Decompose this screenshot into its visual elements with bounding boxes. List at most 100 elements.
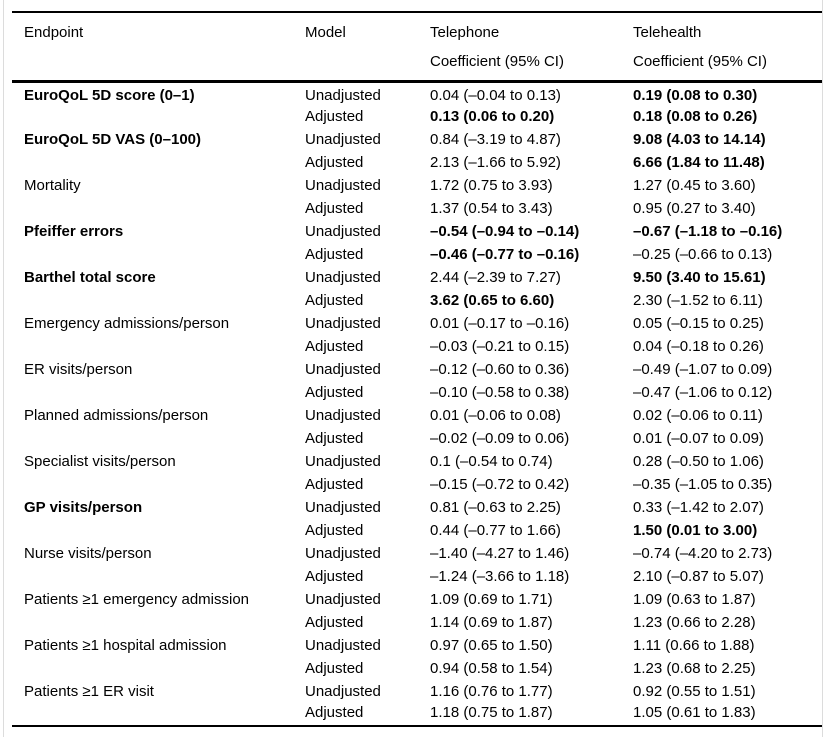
endpoint-cell: Specialist visits/person xyxy=(24,452,176,470)
telehealth-coefficient-cell: –0.47 (–1.06 to 0.12) xyxy=(633,383,773,401)
telephone-coefficient-cell: 1.16 (0.76 to 1.77) xyxy=(430,682,553,700)
table-row: Emergency admissions/person Unadjusted 0.0… xyxy=(12,312,822,335)
table-figure-frame: Endpoint Model Telephone Telehealth Coef… xyxy=(3,0,823,737)
table-row: Adjusted –0.15 (–0.72 to 0.42) –0.35 (–1.0… xyxy=(12,473,822,496)
telehealth-coefficient-cell: 1.09 (0.63 to 1.87) xyxy=(633,590,756,608)
endpoint-cell xyxy=(12,381,305,404)
telephone-coefficient-cell: 0.94 (0.58 to 1.54) xyxy=(430,659,553,677)
telehealth-coefficient-cell: –0.35 (–1.05 to 0.35) xyxy=(633,475,773,493)
model-cell: Adjusted xyxy=(305,337,364,355)
telehealth-coefficient-cell: 1.50 (0.01 to 3.00) xyxy=(633,521,758,539)
col-header-endpoint: Endpoint xyxy=(12,11,305,41)
endpoint-cell xyxy=(12,151,305,174)
model-cell: Unadjusted xyxy=(305,590,381,608)
table-row: EuroQoL 5D VAS (0–100) Unadjusted 0.84 (–3… xyxy=(12,128,822,151)
table-row: ER visits/person Unadjusted –0.12 (–0.60 t… xyxy=(12,358,822,381)
table-header: Endpoint Model Telephone Telehealth Coef… xyxy=(12,11,822,83)
model-cell: Unadjusted xyxy=(305,498,381,516)
table-row: Adjusted –1.24 (–3.66 to 1.18) 2.10 (–0.87… xyxy=(12,565,822,588)
telephone-coefficient-cell: –0.12 (–0.60 to 0.36) xyxy=(430,360,570,378)
telehealth-coefficient-cell: –0.49 (–1.07 to 0.09) xyxy=(633,360,773,378)
telephone-coefficient-cell: 0.44 (–0.77 to 1.66) xyxy=(430,521,561,539)
table-row: Patients ≥1 hospital admission Unadjusted… xyxy=(12,634,822,657)
telephone-coefficient-cell: –1.24 (–3.66 to 1.18) xyxy=(430,567,570,585)
telephone-coefficient-cell: –0.15 (–0.72 to 0.42) xyxy=(430,475,570,493)
telehealth-coefficient-cell: 0.18 (0.08 to 0.26) xyxy=(633,107,758,125)
telehealth-coefficient-cell: 1.23 (0.66 to 2.28) xyxy=(633,613,756,631)
endpoint-cell: Emergency admissions/person xyxy=(24,314,230,332)
model-cell: Adjusted xyxy=(305,475,364,493)
model-cell: Unadjusted xyxy=(305,222,381,240)
model-cell: Unadjusted xyxy=(305,176,381,194)
col-subheader-telephone-ci: Coefficient (95% CI) xyxy=(430,41,633,83)
model-cell: Unadjusted xyxy=(305,360,381,378)
telephone-coefficient-cell: 0.01 (–0.06 to 0.08) xyxy=(430,406,561,424)
model-cell: Adjusted xyxy=(305,153,364,171)
telephone-coefficient-cell: 0.81 (–0.63 to 2.25) xyxy=(430,498,561,516)
table-row: Pfeiffer errors Unadjusted –0.54 (–0.94 to… xyxy=(12,220,822,243)
endpoint-cell: Barthel total score xyxy=(24,268,156,286)
table-row: GP visits/person Unadjusted 0.81 (–0.63 to… xyxy=(12,496,822,519)
endpoint-cell: EuroQoL 5D score (0–1) xyxy=(24,86,195,104)
telehealth-coefficient-cell: 0.95 (0.27 to 3.40) xyxy=(633,199,756,217)
col-subheader-telehealth-ci: Coefficient (95% CI) xyxy=(633,41,822,83)
endpoint-cell xyxy=(12,243,305,266)
telehealth-coefficient-cell: 0.19 (0.08 to 0.30) xyxy=(633,86,758,104)
model-cell: Unadjusted xyxy=(305,86,381,104)
table-row: Adjusted 0.44 (–0.77 to 1.66) 1.50 (0.01 t… xyxy=(12,519,822,542)
endpoint-cell xyxy=(12,197,305,220)
telephone-coefficient-cell: 0.13 (0.06 to 0.20) xyxy=(430,107,555,125)
telehealth-coefficient-cell: 0.02 (–0.06 to 0.11) xyxy=(633,406,763,424)
table-row: Patients ≥1 ER visit Unadjusted 1.16 (0.76… xyxy=(12,680,822,703)
telephone-coefficient-cell: 0.01 (–0.17 to –0.16) xyxy=(430,314,570,332)
endpoint-cell xyxy=(12,657,305,680)
telehealth-coefficient-cell: –0.74 (–4.20 to 2.73) xyxy=(633,544,773,562)
telephone-coefficient-cell: 3.62 (0.65 to 6.60) xyxy=(430,291,555,309)
endpoint-cell: Patients ≥1 emergency admission xyxy=(24,590,250,608)
endpoint-cell: GP visits/person xyxy=(24,498,143,516)
table-row: Adjusted –0.46 (–0.77 to –0.16) –0.25 (–0.… xyxy=(12,243,822,266)
model-cell: Adjusted xyxy=(305,521,364,539)
table-row: Planned admissions/person Unadjusted 0.01 … xyxy=(12,404,822,427)
results-table: Endpoint Model Telephone Telehealth Coef… xyxy=(12,11,822,727)
endpoint-cell: Pfeiffer errors xyxy=(24,222,124,240)
endpoint-cell: Planned admissions/person xyxy=(24,406,209,424)
endpoint-cell: Patients ≥1 hospital admission xyxy=(24,636,227,654)
model-cell: Unadjusted xyxy=(305,314,381,332)
model-cell: Adjusted xyxy=(305,613,364,631)
endpoint-cell: ER visits/person xyxy=(24,360,133,378)
model-cell: Unadjusted xyxy=(305,544,381,562)
model-cell: Adjusted xyxy=(305,702,430,727)
model-cell: Adjusted xyxy=(305,659,364,677)
telehealth-coefficient-cell: 0.92 (0.55 to 1.51) xyxy=(633,682,756,700)
telephone-coefficient-cell: –0.02 (–0.09 to 0.06) xyxy=(430,429,570,447)
endpoint-cell: Nurse visits/person xyxy=(24,544,152,562)
header-row-main: Endpoint Model Telephone Telehealth xyxy=(12,11,822,41)
table-row: Barthel total score Unadjusted 2.44 (–2.39… xyxy=(12,266,822,289)
endpoint-cell: Mortality xyxy=(24,176,81,194)
table-row: Adjusted –0.02 (–0.09 to 0.06) 0.01 (–0.07… xyxy=(12,427,822,450)
telephone-coefficient-cell: 1.18 (0.75 to 1.87) xyxy=(430,702,633,727)
telephone-coefficient-cell: 1.09 (0.69 to 1.71) xyxy=(430,590,553,608)
endpoint-cell: EuroQoL 5D VAS (0–100) xyxy=(24,130,201,148)
telehealth-coefficient-cell: 6.66 (1.84 to 11.48) xyxy=(633,153,765,171)
telehealth-coefficient-cell: –0.25 (–0.66 to 0.13) xyxy=(633,245,773,263)
table-row: Nurse visits/person Unadjusted –1.40 (–4.2… xyxy=(12,542,822,565)
endpoint-cell xyxy=(12,105,305,128)
model-cell: Unadjusted xyxy=(305,452,381,470)
telehealth-coefficient-cell: 0.33 (–1.42 to 2.07) xyxy=(633,498,764,516)
telephone-coefficient-cell: 2.44 (–2.39 to 7.27) xyxy=(430,268,561,286)
telehealth-coefficient-cell: 1.27 (0.45 to 3.60) xyxy=(633,176,756,194)
telehealth-coefficient-cell: 0.01 (–0.07 to 0.09) xyxy=(633,429,764,447)
telehealth-coefficient-cell: 9.50 (3.40 to 15.61) xyxy=(633,268,766,286)
table-row: Mortality Unadjusted 1.72 (0.75 to 3.93) 1.… xyxy=(12,174,822,197)
endpoint-cell xyxy=(12,473,305,496)
table-row: Adjusted 1.18 (0.75 to 1.87) 1.05 (0.61 to… xyxy=(12,702,822,727)
table-row: Adjusted 0.13 (0.06 to 0.20) 0.18 (0.08 to… xyxy=(12,105,822,128)
telephone-coefficient-cell: –0.54 (–0.94 to –0.14) xyxy=(430,222,580,240)
table-row: Adjusted 1.37 (0.54 to 3.43) 0.95 (0.27 to… xyxy=(12,197,822,220)
telehealth-coefficient-cell: 1.05 (0.61 to 1.83) xyxy=(633,702,822,727)
telephone-coefficient-cell: –0.03 (–0.21 to 0.15) xyxy=(430,337,570,355)
table-row: EuroQoL 5D score (0–1) Unadjusted 0.04 (–0… xyxy=(12,82,822,105)
telephone-coefficient-cell: –0.10 (–0.58 to 0.38) xyxy=(430,383,570,401)
